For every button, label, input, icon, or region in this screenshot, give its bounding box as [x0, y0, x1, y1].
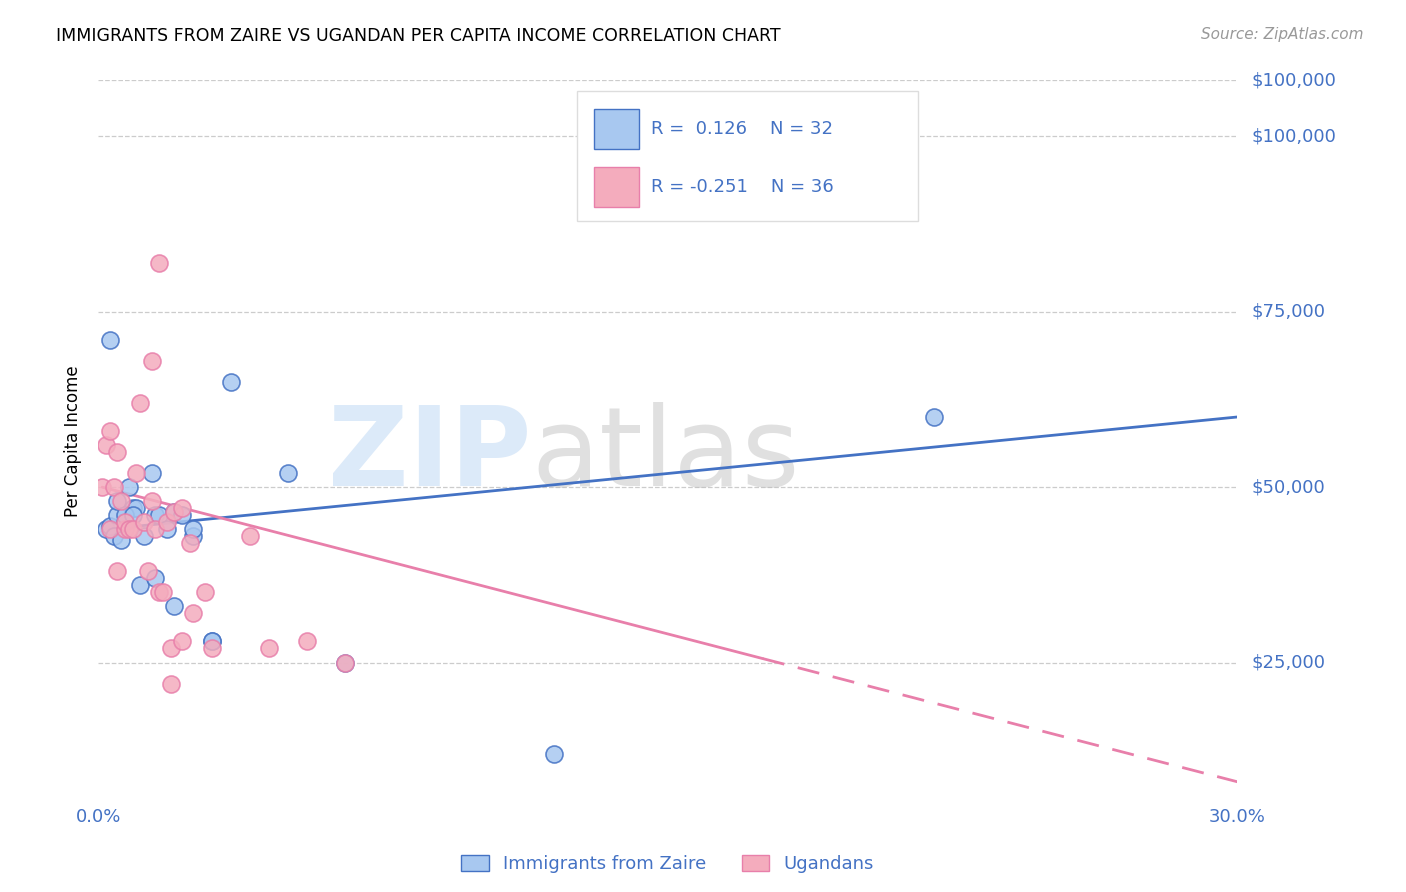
- Text: $100,000: $100,000: [1251, 71, 1336, 89]
- Point: [145, 522, 167, 536]
- Point: [107, 564, 129, 578]
- Text: $75,000: $75,000: [1251, 302, 1326, 321]
- Point: [159, 676, 181, 690]
- Point: [136, 564, 159, 578]
- Point: [183, 607, 205, 621]
- Point: [148, 508, 170, 523]
- Point: [152, 585, 174, 599]
- Text: R =  0.126    N = 32: R = 0.126 N = 32: [651, 120, 832, 138]
- Point: [118, 522, 141, 536]
- Point: [239, 529, 262, 543]
- Point: [277, 466, 299, 480]
- Point: [107, 508, 129, 523]
- Point: [163, 599, 186, 614]
- Point: [110, 494, 132, 508]
- Point: [91, 480, 114, 494]
- Point: [98, 424, 121, 438]
- Point: [125, 466, 148, 480]
- Point: [114, 515, 136, 529]
- Point: [145, 508, 167, 523]
- Point: [114, 508, 136, 523]
- Text: $25,000: $25,000: [1251, 654, 1326, 672]
- Text: IMMIGRANTS FROM ZAIRE VS UGANDAN PER CAPITA INCOME CORRELATION CHART: IMMIGRANTS FROM ZAIRE VS UGANDAN PER CAP…: [56, 27, 780, 45]
- Point: [259, 641, 281, 656]
- Point: [163, 505, 186, 519]
- Point: [110, 533, 132, 547]
- Point: [103, 529, 125, 543]
- Point: [98, 518, 121, 533]
- Point: [107, 445, 129, 459]
- Point: [107, 494, 129, 508]
- Point: [141, 466, 163, 480]
- Text: R = -0.251    N = 36: R = -0.251 N = 36: [651, 178, 834, 196]
- Point: [201, 634, 224, 648]
- Point: [125, 501, 148, 516]
- Point: [170, 501, 193, 516]
- Point: [132, 515, 155, 529]
- Point: [179, 536, 201, 550]
- Point: [103, 480, 125, 494]
- Point: [163, 505, 186, 519]
- Y-axis label: Per Capita Income: Per Capita Income: [65, 366, 83, 517]
- Point: [94, 522, 117, 536]
- Point: [141, 494, 163, 508]
- FancyBboxPatch shape: [593, 109, 640, 149]
- Point: [118, 480, 141, 494]
- Point: [114, 522, 136, 536]
- Point: [132, 529, 155, 543]
- Point: [297, 634, 319, 648]
- Text: $100,000: $100,000: [1251, 128, 1336, 145]
- Point: [121, 522, 143, 536]
- Point: [94, 438, 117, 452]
- Point: [335, 656, 357, 670]
- Point: [170, 634, 193, 648]
- Point: [221, 375, 243, 389]
- Point: [114, 515, 136, 529]
- Point: [148, 585, 170, 599]
- Point: [922, 409, 945, 424]
- FancyBboxPatch shape: [593, 167, 640, 207]
- Legend: Immigrants from Zaire, Ugandans: Immigrants from Zaire, Ugandans: [461, 855, 875, 873]
- Point: [170, 508, 193, 523]
- Point: [183, 522, 205, 536]
- Point: [156, 522, 179, 536]
- FancyBboxPatch shape: [576, 91, 918, 221]
- Point: [335, 656, 357, 670]
- Point: [194, 585, 217, 599]
- Text: ZIP: ZIP: [328, 402, 531, 509]
- Point: [201, 641, 224, 656]
- Point: [156, 515, 179, 529]
- Point: [201, 634, 224, 648]
- Text: Source: ZipAtlas.com: Source: ZipAtlas.com: [1201, 27, 1364, 42]
- Text: atlas: atlas: [531, 402, 800, 509]
- Point: [159, 641, 181, 656]
- Point: [543, 747, 565, 761]
- Point: [148, 255, 170, 269]
- Point: [129, 396, 152, 410]
- Point: [98, 522, 121, 536]
- Point: [129, 578, 152, 592]
- Point: [183, 529, 205, 543]
- Text: $50,000: $50,000: [1251, 478, 1324, 496]
- Point: [141, 354, 163, 368]
- Point: [98, 333, 121, 347]
- Point: [145, 571, 167, 585]
- Point: [121, 501, 143, 516]
- Point: [121, 508, 143, 523]
